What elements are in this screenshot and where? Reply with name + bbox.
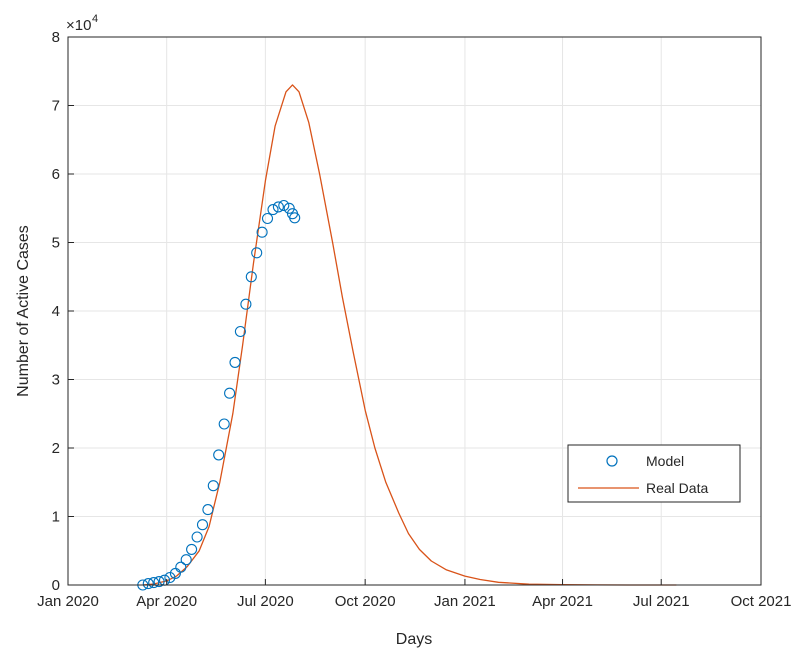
model-point <box>240 298 252 310</box>
real-data-line <box>142 84 677 586</box>
model-point <box>175 561 187 573</box>
y-tick-label: 4 <box>52 303 60 320</box>
y-tick-label: 8 <box>52 29 60 46</box>
y-axis-exponent-base: ×10 <box>66 17 91 34</box>
y-axis-exponent-power: 4 <box>92 13 98 25</box>
y-tick-label: 6 <box>52 166 60 183</box>
model-point <box>267 204 279 216</box>
model-point <box>191 531 203 543</box>
plot-series <box>137 84 677 591</box>
model-point <box>278 199 290 212</box>
x-tick-label: Jan 2021 <box>434 593 496 610</box>
x-tick-label: Jan 2020 <box>37 593 99 610</box>
model-point <box>142 578 154 590</box>
model-point <box>256 226 268 238</box>
legend-model-label: Model <box>646 453 684 469</box>
model-point <box>218 418 230 430</box>
y-tick-label: 2 <box>52 440 60 457</box>
model-point <box>229 356 241 368</box>
legend-box <box>567 444 741 503</box>
axis-ticks: Jan 2020 Apr 2020 Jul 2020 Oct 2020 Jan 2021… <box>37 29 791 610</box>
y-tick-label: 1 <box>52 509 60 526</box>
x-tick-label: Apr 2020 <box>136 593 197 610</box>
model-point <box>272 201 284 213</box>
legend-model-marker <box>606 455 618 467</box>
model-point <box>234 325 246 338</box>
model-point <box>213 449 225 461</box>
model-point <box>196 519 209 531</box>
x-tick-label: Oct 2021 <box>731 593 792 610</box>
y-tick-label: 7 <box>52 98 60 115</box>
model-point <box>261 212 274 225</box>
y-axis-label: Number of Active Cases <box>15 225 32 397</box>
model-point <box>224 387 236 399</box>
model-point <box>180 554 192 566</box>
model-point <box>153 576 165 588</box>
y-tick-label: 0 <box>52 577 60 594</box>
model-point <box>186 543 198 555</box>
model-point <box>164 571 176 584</box>
model-point <box>148 577 160 589</box>
model-point <box>283 202 295 214</box>
model-point <box>207 480 219 492</box>
x-tick-label: Jul 2021 <box>633 593 690 610</box>
grid-lines <box>67 36 762 586</box>
legend: Model Real Data <box>567 444 741 503</box>
model-point <box>245 271 257 283</box>
x-tick-label: Apr 2021 <box>532 593 593 610</box>
y-tick-label: 3 <box>52 372 60 389</box>
model-point <box>251 247 263 259</box>
x-tick-label: Oct 2020 <box>335 593 396 610</box>
y-tick-label: 5 <box>52 235 60 252</box>
model-point <box>202 504 214 516</box>
legend-real-data-label: Real Data <box>646 480 708 496</box>
model-point <box>289 212 301 224</box>
x-axis-label: Days <box>396 631 432 648</box>
x-tick-label: Jul 2020 <box>237 593 294 610</box>
